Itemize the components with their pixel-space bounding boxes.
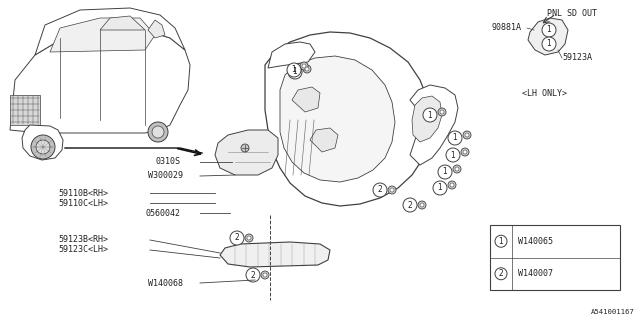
Text: 0310S: 0310S [155,157,180,166]
Circle shape [152,126,164,138]
Text: 59110B<RH>: 59110B<RH> [58,188,108,197]
Circle shape [544,25,554,35]
Circle shape [31,135,55,159]
Polygon shape [50,18,155,52]
Text: 2: 2 [235,234,239,243]
Circle shape [305,67,309,71]
Text: 0560042: 0560042 [145,209,180,218]
Text: W140068: W140068 [148,278,183,287]
Circle shape [246,268,260,282]
Text: 59110C<LH>: 59110C<LH> [58,198,108,207]
Circle shape [390,188,394,192]
FancyBboxPatch shape [490,225,620,290]
Polygon shape [100,16,145,30]
Polygon shape [412,96,442,142]
Text: 90881A: 90881A [492,23,522,33]
Text: 2: 2 [499,269,504,278]
Polygon shape [268,42,315,68]
Circle shape [542,37,556,51]
Polygon shape [310,128,338,152]
Polygon shape [265,32,430,206]
Circle shape [440,110,444,114]
Circle shape [288,65,302,79]
Polygon shape [215,130,278,175]
Circle shape [261,271,269,279]
Circle shape [450,183,454,187]
Text: 1: 1 [292,68,298,76]
Text: W140007: W140007 [518,269,553,278]
Text: PNL SD OUT: PNL SD OUT [547,10,597,19]
Text: W140065: W140065 [518,237,553,246]
Text: W300029: W300029 [148,172,183,180]
Circle shape [245,234,253,242]
Text: 2: 2 [408,201,412,210]
Circle shape [495,268,507,280]
Text: 1: 1 [438,183,442,193]
Text: 1: 1 [428,110,433,119]
Circle shape [465,133,469,137]
Circle shape [388,186,396,194]
Circle shape [420,203,424,207]
Circle shape [303,65,311,73]
Circle shape [463,131,471,139]
FancyBboxPatch shape [10,95,40,125]
Polygon shape [35,8,185,55]
Text: <LH ONLY>: <LH ONLY> [522,89,567,98]
Text: 1: 1 [547,26,552,35]
Text: 1: 1 [451,150,456,159]
Polygon shape [280,56,395,182]
Circle shape [148,122,168,142]
Circle shape [418,201,426,209]
Circle shape [463,150,467,154]
Circle shape [438,165,452,179]
Text: 2: 2 [251,270,255,279]
Circle shape [448,181,456,189]
Circle shape [544,39,554,49]
Circle shape [461,148,469,156]
Text: 2: 2 [378,186,382,195]
Polygon shape [410,85,458,165]
Circle shape [287,63,301,77]
Text: 1: 1 [499,237,504,246]
Circle shape [403,198,417,212]
Circle shape [230,231,244,245]
Polygon shape [220,242,330,267]
Circle shape [433,181,447,195]
Circle shape [453,165,461,173]
Circle shape [448,131,462,145]
Circle shape [263,273,267,277]
Circle shape [241,144,249,152]
Circle shape [36,140,50,154]
Text: 59123B<RH>: 59123B<RH> [58,236,108,244]
Polygon shape [528,18,568,55]
Circle shape [373,183,387,197]
Circle shape [300,62,308,70]
Polygon shape [292,87,320,112]
Text: 1: 1 [292,66,296,75]
Text: 59123C<LH>: 59123C<LH> [58,245,108,254]
Text: 1: 1 [547,39,552,49]
Circle shape [302,64,306,68]
Circle shape [438,108,446,116]
Circle shape [423,108,437,122]
Circle shape [495,235,507,247]
Polygon shape [10,30,190,133]
Text: 59123A: 59123A [562,53,592,62]
Circle shape [542,23,556,37]
Text: 1: 1 [452,133,458,142]
Circle shape [247,236,251,240]
Circle shape [446,148,460,162]
Circle shape [455,167,459,171]
Polygon shape [148,20,165,38]
Polygon shape [22,125,63,160]
Text: 1: 1 [443,167,447,177]
Text: A541001167: A541001167 [591,309,635,315]
